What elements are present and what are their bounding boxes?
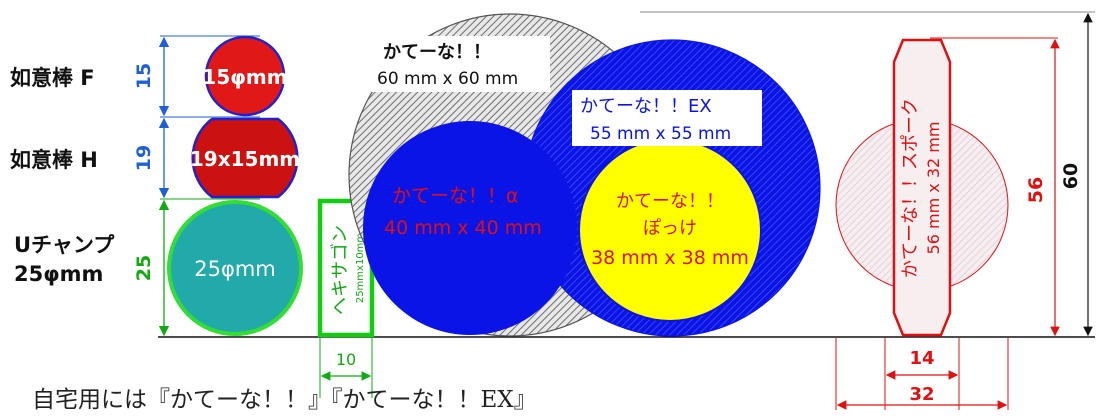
kateena-alpha-circle	[363, 121, 577, 335]
uchamp-label: Uチャンプ	[14, 233, 115, 257]
hexagon-name: ヘキサゴン	[330, 225, 351, 315]
kateena-size: 60 mm x 60 mm	[377, 69, 518, 89]
dim-label-15: 15	[133, 63, 155, 89]
spoke-shape	[892, 38, 952, 337]
kateena-label-box	[372, 36, 550, 92]
kateena-ex-label-box	[572, 90, 762, 146]
hexagon-size: 25mmx10mm	[355, 233, 366, 303]
caption-text: 自宅用には『かてーな！！』『かてーな！！EX』	[32, 387, 537, 413]
dim-label-56: 56	[1025, 177, 1047, 203]
kateena-ex-size: 55 mm x 55 mm	[590, 124, 731, 144]
dim-label-10: 10	[336, 350, 356, 369]
ruiibo-f-size-text: 15φmm	[202, 65, 287, 89]
uchamp-size-text: 25φmm	[194, 257, 276, 281]
dim-label-25: 25	[133, 255, 155, 281]
dim-label-14: 14	[909, 348, 934, 369]
kateena-pokke-subname: ぽっけ	[643, 218, 697, 239]
uchamp-circle	[167, 200, 303, 336]
ruiibo-h-size-text: 19x15mm	[190, 147, 300, 171]
spoke-size: 56 mm x 32 mm	[924, 122, 943, 255]
ruiibo-f-label: 如意棒 F	[10, 66, 95, 90]
dim-label-60: 60	[1060, 163, 1082, 189]
dim-label-19: 19	[133, 145, 155, 171]
ruiibo-h-shape	[191, 117, 299, 199]
ruiibo-h-label: 如意棒 H	[10, 148, 98, 172]
spoke-name: かてーな！！スポーク	[900, 98, 921, 278]
kateena-pokke-size: 38 mm x 38 mm	[591, 247, 749, 269]
dim-label-32: 32	[909, 384, 934, 405]
ruiibo-f-circle	[204, 35, 286, 117]
kateena-pokke-name: かてーな！！	[616, 191, 724, 212]
kateena-alpha-name: かてーな！！α	[392, 185, 519, 207]
uchamp-size-label: 25φmm	[14, 262, 103, 286]
kateena-name: かてーな！！	[383, 42, 491, 63]
kateena-ex-name: かてーな！！EX	[580, 96, 712, 117]
kateena-alpha-size: 40 mm x 40 mm	[384, 217, 542, 239]
